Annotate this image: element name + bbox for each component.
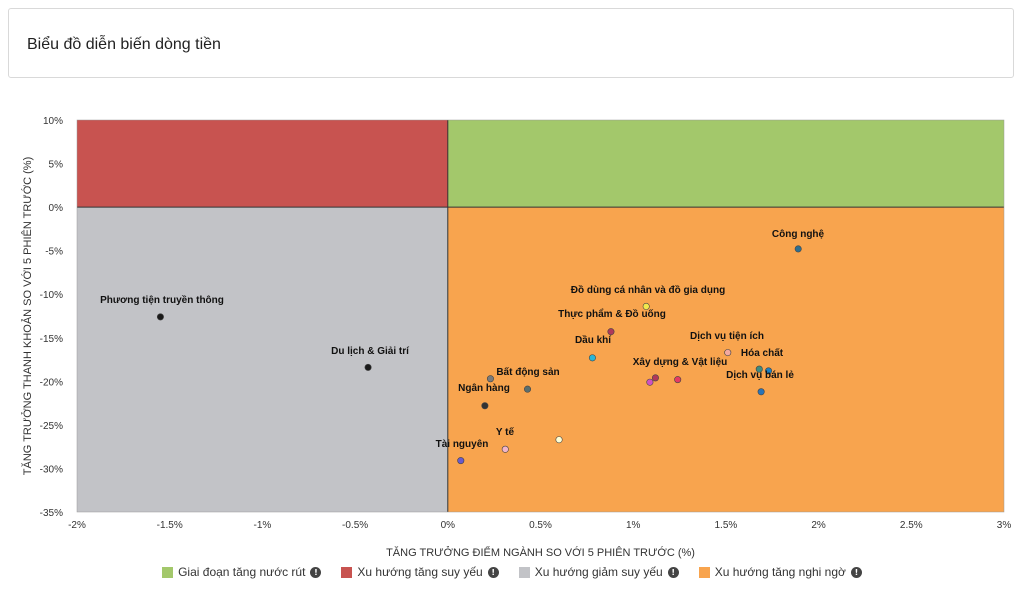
y-tick-label: -35% xyxy=(40,508,63,519)
legend-swatch-green xyxy=(162,566,174,578)
y-tick-label: -25% xyxy=(40,421,63,432)
data-point xyxy=(364,363,372,371)
data-label: Dầu khí xyxy=(575,334,612,346)
x-tick-label: 2.5% xyxy=(900,520,923,531)
legend-item-orange[interactable]: Xu hướng tăng nghi ngờ ! xyxy=(698,565,862,579)
legend-label: Giai đoạn tăng nước rút xyxy=(178,565,306,579)
data-label: Tài nguyên xyxy=(436,439,489,450)
data-label: Đồ dùng cá nhân và đồ gia dụng xyxy=(571,284,725,296)
y-tick-label: -10% xyxy=(40,290,63,301)
y-tick-label: -5% xyxy=(45,247,63,258)
legend-label: Xu hướng giảm suy yếu xyxy=(534,565,663,579)
quadrant-green xyxy=(447,120,1004,208)
x-tick-label: -2% xyxy=(68,520,86,531)
y-axis-label: TĂNG TRƯỞNG THANH KHOẢN SO VỚI 5 PHIÊN T… xyxy=(21,157,34,475)
legend-item-grey[interactable]: Xu hướng giảm suy yếu ! xyxy=(518,565,679,579)
x-tick-label: 3% xyxy=(997,520,1012,531)
data-label: Ngân hàng xyxy=(458,383,510,394)
legend-swatch-orange xyxy=(698,566,710,578)
x-tick-label: -1.5% xyxy=(157,520,183,531)
legend-item-red[interactable]: Xu hướng tăng suy yếu ! xyxy=(341,565,499,579)
quadrant-red xyxy=(77,120,448,208)
y-tick-label: -15% xyxy=(40,334,63,345)
page-title: Biểu đồ diễn biến dòng tiền xyxy=(27,36,221,53)
data-label: Phương tiện truyền thông xyxy=(100,294,224,306)
legend: Giai đoạn tăng nước rút ! Xu hướng tăng … xyxy=(0,565,1024,579)
y-tick-label: 0% xyxy=(49,203,64,214)
y-tick-label: -20% xyxy=(40,377,63,388)
data-point xyxy=(651,374,659,382)
y-tick-label: -30% xyxy=(40,464,63,475)
data-label: Công nghệ xyxy=(772,229,825,240)
y-tick-label: 10% xyxy=(43,116,63,127)
data-label: Bất động sản xyxy=(496,366,559,378)
info-icon[interactable]: ! xyxy=(850,566,862,578)
data-point xyxy=(524,385,532,393)
legend-swatch-grey xyxy=(518,566,530,578)
chart-header: Biểu đồ diễn biến dòng tiền xyxy=(8,8,1014,78)
data-point xyxy=(755,365,763,373)
data-label: Du lịch & Giải trí xyxy=(331,346,410,357)
x-tick-label: 1.5% xyxy=(715,520,738,531)
info-icon[interactable]: ! xyxy=(487,566,499,578)
info-icon[interactable]: ! xyxy=(310,566,322,578)
data-point xyxy=(486,375,494,383)
data-label: Thực phẩm & Đồ uống xyxy=(558,308,666,320)
data-label: Dịch vụ tiện ích xyxy=(690,331,764,342)
legend-label: Xu hướng tăng nghi ngờ xyxy=(714,565,846,579)
x-tick-label: 0.5% xyxy=(529,520,552,531)
data-label: Y tế xyxy=(496,426,515,438)
legend-label: Xu hướng tăng suy yếu xyxy=(357,565,483,579)
data-point xyxy=(607,328,615,336)
data-point xyxy=(724,349,732,357)
data-point xyxy=(642,302,650,310)
legend-item-green[interactable]: Giai đoạn tăng nước rút ! xyxy=(162,565,322,579)
data-point xyxy=(481,402,489,410)
data-point xyxy=(646,378,654,386)
data-point xyxy=(457,457,465,465)
data-point xyxy=(555,436,563,444)
data-point xyxy=(757,388,765,396)
quadrant-orange xyxy=(447,207,1004,512)
data-point xyxy=(674,376,682,384)
x-tick-label: 2% xyxy=(811,520,826,531)
quadrant-grey xyxy=(77,207,448,512)
data-label: Xây dựng & Vật liệu xyxy=(633,357,727,368)
data-point xyxy=(501,445,509,453)
x-tick-label: -0.5% xyxy=(342,520,368,531)
x-tick-label: 0% xyxy=(441,520,456,531)
data-point xyxy=(156,313,164,321)
data-point xyxy=(765,367,773,375)
x-tick-label: -1% xyxy=(254,520,272,531)
data-label: Hóa chất xyxy=(741,347,784,359)
legend-swatch-red xyxy=(341,566,353,578)
data-point xyxy=(588,354,596,362)
y-tick-label: 5% xyxy=(49,160,64,171)
info-icon[interactable]: ! xyxy=(667,566,679,578)
data-label: Dịch vụ bán lẻ xyxy=(726,370,794,381)
x-tick-label: 1% xyxy=(626,520,641,531)
data-point xyxy=(794,245,802,253)
plot-border xyxy=(76,119,1005,513)
x-axis-label: TĂNG TRƯỞNG ĐIỂM NGÀNH SO VỚI 5 PHIÊN TR… xyxy=(386,546,695,559)
